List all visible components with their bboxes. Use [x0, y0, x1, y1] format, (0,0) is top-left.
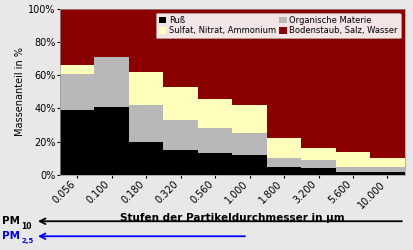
Bar: [370, 9, 405, 158]
Bar: [94, 107, 129, 175]
Bar: [301, 160, 336, 168]
Bar: [301, 168, 336, 175]
Bar: [370, 158, 405, 167]
Bar: [164, 150, 198, 175]
Bar: [129, 72, 164, 105]
Bar: [164, 9, 198, 87]
Legend: Ruß, Sulfat, Nitrat, Ammonium, Organische Materie, Bodenstaub, Salz, Wasser: Ruß, Sulfat, Nitrat, Ammonium, Organisch…: [156, 13, 401, 38]
Text: PM: PM: [2, 216, 20, 226]
Bar: [164, 120, 198, 150]
X-axis label: Stufen der Partikeldurchmesser in μm: Stufen der Partikeldurchmesser in μm: [120, 213, 344, 223]
Bar: [198, 9, 232, 98]
Bar: [370, 172, 405, 175]
Bar: [336, 172, 370, 175]
Bar: [60, 74, 94, 110]
Bar: [129, 142, 164, 175]
Text: 2,5: 2,5: [21, 238, 34, 244]
Bar: [267, 167, 301, 175]
Bar: [198, 154, 232, 175]
Text: PM: PM: [2, 231, 20, 241]
Bar: [232, 134, 267, 155]
Bar: [164, 87, 198, 120]
Bar: [232, 105, 267, 134]
Bar: [94, 57, 129, 107]
Bar: [60, 9, 94, 65]
Bar: [198, 128, 232, 154]
Y-axis label: Massenanteil in %: Massenanteil in %: [15, 48, 26, 136]
Bar: [267, 158, 301, 167]
Bar: [198, 98, 232, 128]
Bar: [301, 9, 336, 148]
Bar: [60, 65, 94, 74]
Bar: [94, 9, 129, 57]
Bar: [129, 105, 164, 142]
Bar: [370, 167, 405, 172]
Bar: [232, 9, 267, 105]
Bar: [301, 148, 336, 160]
Bar: [60, 110, 94, 175]
Text: 10: 10: [21, 222, 32, 231]
Bar: [336, 9, 370, 152]
Bar: [232, 155, 267, 175]
Bar: [267, 9, 301, 138]
Bar: [336, 152, 370, 167]
Bar: [336, 167, 370, 172]
Bar: [129, 9, 164, 72]
Bar: [267, 138, 301, 158]
